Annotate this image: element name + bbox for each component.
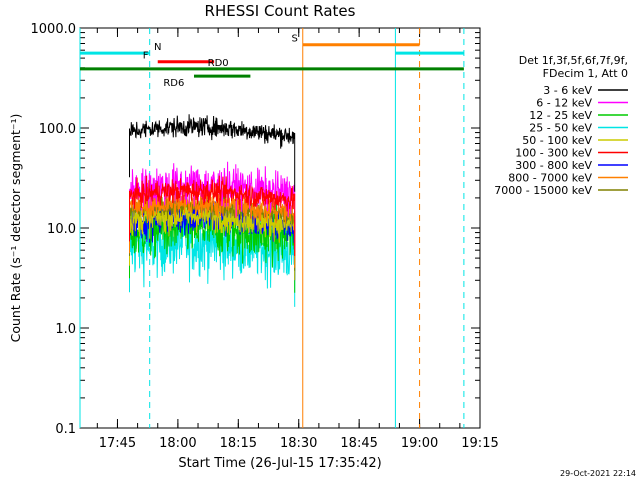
- state-bar-label: RD6: [163, 78, 184, 89]
- legend-header-line-1: Det 1f,3f,5f,6f,7f,9f,: [519, 54, 628, 67]
- legend-label: 25 - 50 keV: [529, 122, 592, 135]
- legend-header-line-2: FDecim 1, Att 0: [543, 67, 628, 80]
- x-tick-label: 19:15: [461, 436, 498, 451]
- y-tick-label: 1.0: [55, 322, 76, 337]
- x-tick-label: 18:00: [159, 436, 196, 451]
- render-timestamp: 29-Oct-2021 22:14: [560, 469, 636, 478]
- state-bar-label: N: [154, 42, 161, 53]
- x-tick-label: 18:30: [280, 436, 317, 451]
- state-bar-label: F: [143, 51, 149, 62]
- y-tick-label: 1000.0: [31, 22, 77, 37]
- state-bar-label: S: [292, 34, 298, 45]
- state-bar-label: RD0: [208, 58, 229, 69]
- x-tick-label: 18:15: [220, 436, 257, 451]
- x-tick-label: 17:45: [99, 436, 136, 451]
- y-tick-label: 10.0: [47, 222, 76, 237]
- legend-label: 800 - 7000 keV: [508, 172, 592, 185]
- x-tick-label: 19:00: [401, 436, 438, 451]
- x-axis-label: Start Time (26-Jul-15 17:35:42): [178, 456, 381, 471]
- legend-label: 7000 - 15000 keV: [494, 184, 592, 197]
- legend-label: 3 - 6 keV: [543, 84, 592, 97]
- y-tick-label: 0.1: [55, 422, 76, 437]
- legend-label: 100 - 300 keV: [515, 147, 592, 160]
- y-tick-label: 100.0: [39, 122, 76, 137]
- chart-title: RHESSI Count Rates: [205, 2, 356, 20]
- y-axis-label: Count Rate (s⁻¹ detector segment⁻¹): [8, 114, 23, 343]
- legend-label: 50 - 100 keV: [522, 134, 592, 147]
- legend-label: 12 - 25 keV: [529, 109, 592, 122]
- legend-label: 300 - 800 keV: [515, 159, 592, 172]
- legend-label: 6 - 12 keV: [536, 97, 592, 110]
- series-line: [129, 114, 296, 192]
- x-tick-label: 18:45: [340, 436, 377, 451]
- series-line: [129, 175, 296, 256]
